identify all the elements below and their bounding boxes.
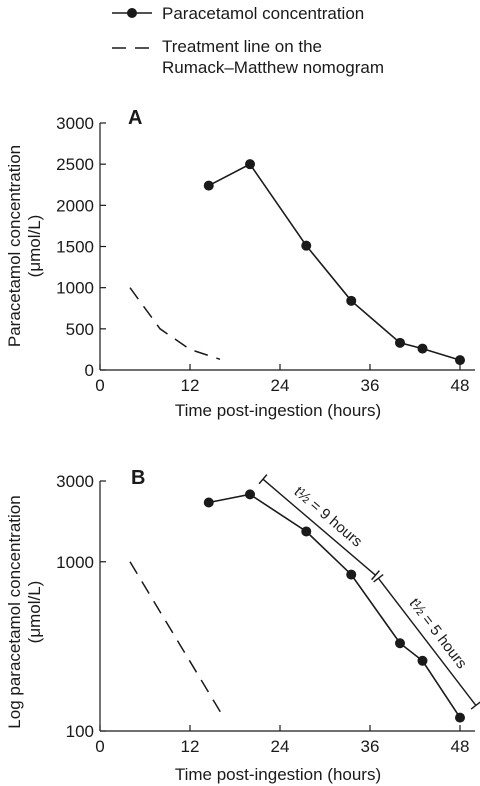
bracket-end-tick (470, 701, 480, 710)
legend-label-treatment-2: Rumack–Matthew nomogram (162, 58, 384, 77)
data-point (301, 526, 312, 537)
data-point (301, 240, 312, 251)
y-axis-unit: (μmol/L) (25, 215, 44, 278)
x-axis-title: Time post-ingestion (hours) (175, 401, 381, 420)
y-axis-title: Log paracetamol concentration (5, 495, 24, 728)
x-tick-label: 36 (361, 376, 380, 395)
bracket-end-tick (371, 570, 380, 581)
x-tick-label: 0 (95, 376, 104, 395)
y-tick-label: 100 (66, 722, 94, 741)
legend-label-concentration: Paracetamol concentration (162, 4, 364, 23)
y-tick-label: 500 (66, 320, 94, 339)
x-axis-title: Time post-ingestion (hours) (175, 765, 381, 784)
data-point (346, 569, 357, 580)
legend: Paracetamol concentration Treatment line … (112, 4, 384, 77)
y-tick-label: 3000 (56, 472, 94, 491)
data-point (395, 638, 405, 649)
data-point (395, 337, 405, 348)
y-tick-label: 3000 (56, 114, 94, 133)
data-point (455, 355, 465, 366)
treatment-line (129, 287, 221, 361)
y-tick-label: 1500 (56, 238, 94, 257)
x-tick-label: 48 (451, 376, 470, 395)
concentration-line (208, 163, 461, 361)
data-point (417, 655, 428, 666)
data-point (417, 343, 428, 354)
half-life-label: t½ = 9 hours (291, 483, 366, 550)
y-tick-label: 1000 (56, 279, 94, 298)
x-tick-label: 48 (451, 737, 470, 756)
data-point (346, 295, 357, 306)
half-life-bracket (377, 577, 477, 706)
y-axis-title: Paracetamol concentration (5, 145, 24, 347)
bracket-end-tick (373, 574, 384, 583)
treatment-line (129, 561, 225, 718)
y-tick-label: 2500 (56, 155, 94, 174)
data-point (455, 712, 465, 723)
x-tick-label: 12 (181, 376, 200, 395)
half-life-bracket (262, 478, 376, 576)
data-point (245, 159, 255, 170)
y-tick-label: 0 (85, 361, 94, 380)
data-point (203, 497, 214, 508)
x-tick-label: 24 (271, 737, 290, 756)
panel-a: 0 500 1000 1500 2000 2500 3000 0 12 24 36 48 Time po… (5, 107, 475, 420)
legend-label-treatment-1: Treatment line on the (162, 37, 322, 56)
panel-b: 100 1000 3000 0 12 24 36 48 Time post-ingestion … (5, 467, 480, 784)
y-tick-label: 1000 (56, 553, 94, 572)
x-tick-label: 12 (181, 737, 200, 756)
data-point (245, 489, 255, 500)
panel-letter: A (128, 107, 142, 129)
panel-letter: B (131, 467, 145, 489)
legend-marker-concentration (127, 8, 137, 18)
x-tick-label: 0 (95, 737, 104, 756)
x-tick-label: 24 (271, 376, 290, 395)
data-point (203, 180, 214, 191)
x-tick-label: 36 (361, 737, 380, 756)
y-axis-unit: (μmol/L) (25, 581, 44, 644)
bracket-end-tick (258, 474, 268, 485)
half-life-label: t½ = 5 hours (406, 595, 471, 672)
y-tick-label: 2000 (56, 196, 94, 215)
